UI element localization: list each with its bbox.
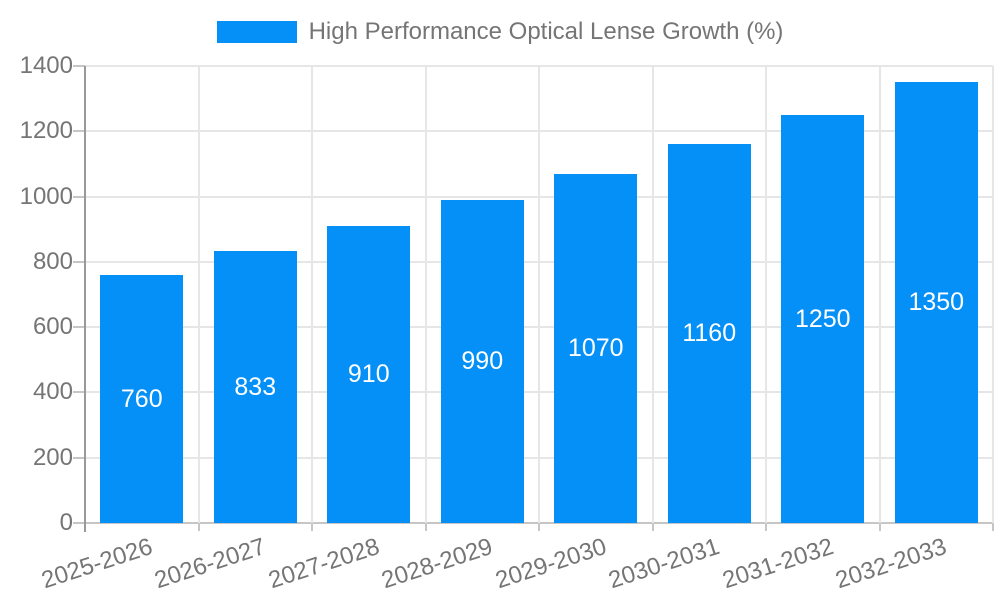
bar: 910 [327, 226, 411, 523]
bar: 1250 [781, 115, 865, 523]
bar: 833 [213, 251, 297, 523]
y-tick-label: 0 [59, 509, 73, 536]
v-gridline [424, 66, 427, 523]
bar-value-label: 990 [461, 347, 504, 375]
v-gridline [992, 66, 994, 523]
bar-value-label: 1070 [567, 334, 624, 362]
y-tick [73, 456, 85, 459]
x-tick [424, 523, 427, 531]
y-axis-line [84, 66, 86, 532]
x-tick-label: 2028-2029 [378, 533, 497, 595]
y-tick-label: 1200 [19, 117, 73, 145]
bar-value-label: 910 [347, 360, 390, 388]
y-tick-label: 800 [32, 247, 73, 275]
v-gridline [197, 66, 200, 523]
bar: 760 [100, 275, 184, 523]
legend-swatch [216, 21, 297, 43]
x-tick [878, 523, 881, 531]
x-tick [197, 523, 200, 531]
y-tick-label: 400 [32, 378, 73, 406]
y-tick-label: 1400 [19, 52, 73, 79]
x-tick-label: 2025-2026 [38, 533, 156, 595]
y-tick [73, 130, 85, 133]
x-tick [311, 523, 313, 531]
y-tick-label: 200 [32, 443, 73, 471]
x-tick-label: 2032-2033 [832, 533, 951, 595]
y-tick [73, 391, 85, 394]
bar-value-label: 760 [120, 384, 163, 413]
y-tick [73, 65, 85, 67]
x-tick [538, 523, 540, 531]
x-tick [992, 523, 994, 531]
v-gridline [311, 66, 313, 523]
x-tick-label: 2029-2030 [492, 533, 610, 595]
v-gridline [878, 66, 881, 523]
v-gridline [538, 66, 540, 523]
bar: 1070 [554, 174, 638, 523]
x-tick-label: 2027-2028 [265, 533, 383, 595]
bar: 990 [440, 200, 524, 523]
legend-label: High Performance Optical Lense Growth (%… [308, 18, 784, 45]
y-tick-label: 600 [32, 313, 73, 341]
bar-value-label: 1350 [908, 288, 965, 316]
y-tick [73, 260, 85, 263]
x-tick [651, 523, 654, 531]
x-tick [765, 523, 767, 531]
y-tick [73, 326, 85, 329]
x-tick-label: 2031-2032 [719, 533, 837, 595]
bar-value-label: 1160 [682, 319, 737, 347]
bar: 1350 [894, 82, 978, 523]
x-tick-label: 2026-2027 [151, 533, 270, 595]
legend: High Performance Optical Lense Growth (%… [0, 18, 1000, 45]
y-tick [73, 195, 85, 198]
bar-value-label: 833 [234, 372, 277, 401]
v-gridline [765, 66, 767, 523]
v-gridline [651, 66, 654, 523]
x-tick-label: 2030-2031 [605, 533, 724, 595]
y-tick-label: 1000 [19, 182, 73, 210]
bar: 1160 [667, 144, 751, 523]
y-tick [73, 522, 85, 524]
bar-value-label: 1250 [794, 304, 851, 333]
